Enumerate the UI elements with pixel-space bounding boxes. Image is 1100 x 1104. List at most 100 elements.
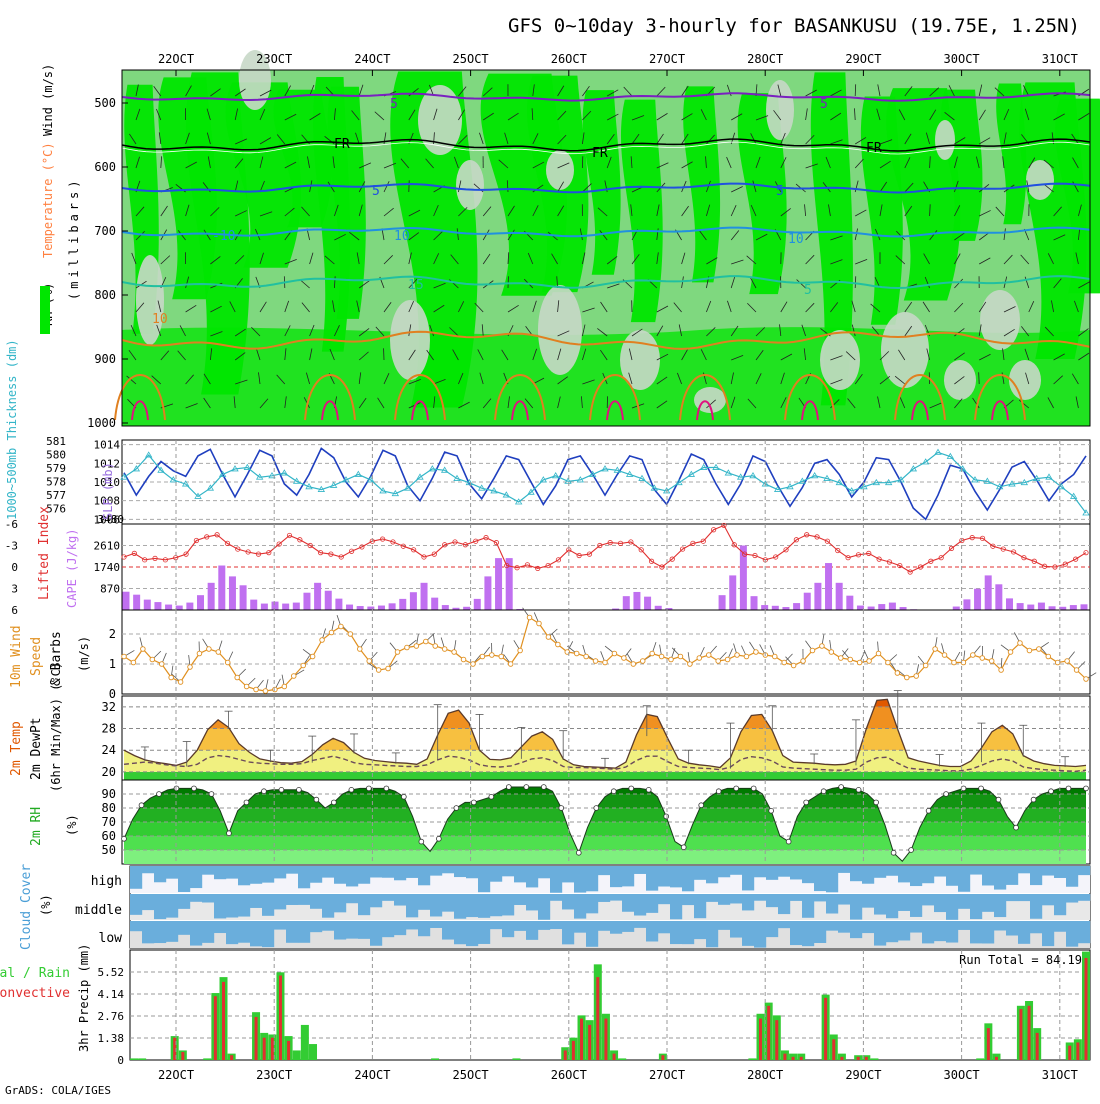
cape-ylabel-li: Lifted Index [37,506,52,600]
cape-bar [846,596,853,610]
cape-bar [261,604,268,610]
rh-marker [192,786,197,791]
dry-patch [538,285,582,375]
rh-marker [646,787,651,792]
cape-bar [282,604,289,610]
rh-marker [716,789,721,794]
rh-marker [1031,797,1036,802]
precip-conv-bar [230,1055,233,1060]
wind-marker [546,635,551,640]
cloud-cell [310,921,322,932]
cloud-cell [166,921,178,942]
rh-marker [734,786,739,791]
precip-conv-bar [824,998,827,1060]
precip-total-bar [870,1058,878,1060]
cloud-cell [214,894,226,918]
cloud-cell [298,894,310,905]
contour-label: 5 [372,184,380,199]
wind-panel: 210 10m Wind Speed & Barbs (m/s) [9,608,1096,701]
precip-conv-bar [840,1057,843,1060]
wind-marker [971,653,976,658]
rh-marker [384,786,389,791]
cloud-cell [826,866,838,892]
wind-marker [1008,650,1013,655]
wind-marker [999,668,1004,673]
cloud-cell [910,894,922,917]
rh-marker [1014,825,1019,830]
cloud-cell [874,866,886,878]
wind-marker [659,654,664,659]
precip-conv-bar [279,976,282,1060]
cloud-cell [514,921,526,931]
li-tick-label: -6 [5,518,18,531]
cloud-cell [898,866,910,882]
cape-bar [442,605,449,610]
cloud-cell [358,921,370,939]
cloud-cell [730,866,742,875]
cape-bar [1027,605,1034,610]
cape-ylabel-cape: CAPE (J/kg) [65,529,79,608]
rh-marker [471,800,476,805]
cloud-cell [598,866,610,875]
cloud-cell [838,894,850,905]
cloud-cell [334,894,346,912]
cloud-cell [166,894,178,918]
cloud-cell [934,894,946,912]
precip-conv-bar [181,1052,184,1060]
wind-marker [848,657,853,662]
cape-bar [814,583,821,610]
temp-tick-label: 28 [102,722,116,736]
rh-marker [419,839,424,844]
cloud-cell [346,921,358,939]
cloud-cell [322,866,334,878]
cloud-cell [1030,921,1042,933]
wind-marker [471,662,476,667]
cape-bar [868,607,875,610]
date-label-bottom: 30OCT [944,1068,980,1082]
precip-conv-bar [564,1050,567,1060]
dry-patch [546,150,574,190]
temp-ylabel-2: 2m DewPt [29,717,44,780]
wind-marker [669,657,674,662]
wind-marker [207,647,212,652]
wind-marker [1074,668,1079,673]
profile-tick-label: 900 [94,352,116,366]
cloud-cell [154,894,166,919]
cloud-cell [214,866,226,879]
wind-marker [405,645,410,650]
wind-marker [122,654,127,659]
cloud-cell [814,894,826,901]
cloud-cell [802,894,814,918]
cloud-cell [526,894,538,910]
cloud-cell [310,866,322,883]
rh-marker [839,785,844,790]
profile-tick-label: 500 [94,96,116,110]
cloud-cell [634,866,646,874]
precip-conv-bar [287,1041,290,1060]
precip-conv-bar [759,1019,762,1060]
cloud-cell [658,866,670,887]
rh-marker [297,787,302,792]
cloud-cell [922,921,934,943]
cloud-cell [730,921,742,938]
wind-marker [1065,659,1070,664]
contour-label: 5 [776,184,784,199]
cape-bar [378,606,385,610]
date-label-bottom: 25OCT [453,1068,489,1082]
cloud-cell [454,921,466,944]
cape-bar [229,576,236,610]
rh-marker [891,850,896,855]
cloud-cell [982,894,994,912]
date-label-top: 30OCT [944,52,980,66]
rh-marker [944,792,949,797]
cloud-cell [442,921,454,940]
li-tick-label: 0 [11,561,18,574]
cape-bar [1006,598,1013,610]
cloud-cell [550,866,562,893]
cloud-cell [718,921,730,930]
cape-bar [240,585,247,610]
cloud-cell [418,921,430,936]
cloud-cell [1066,921,1078,947]
rh-legend-swatch [40,286,50,334]
